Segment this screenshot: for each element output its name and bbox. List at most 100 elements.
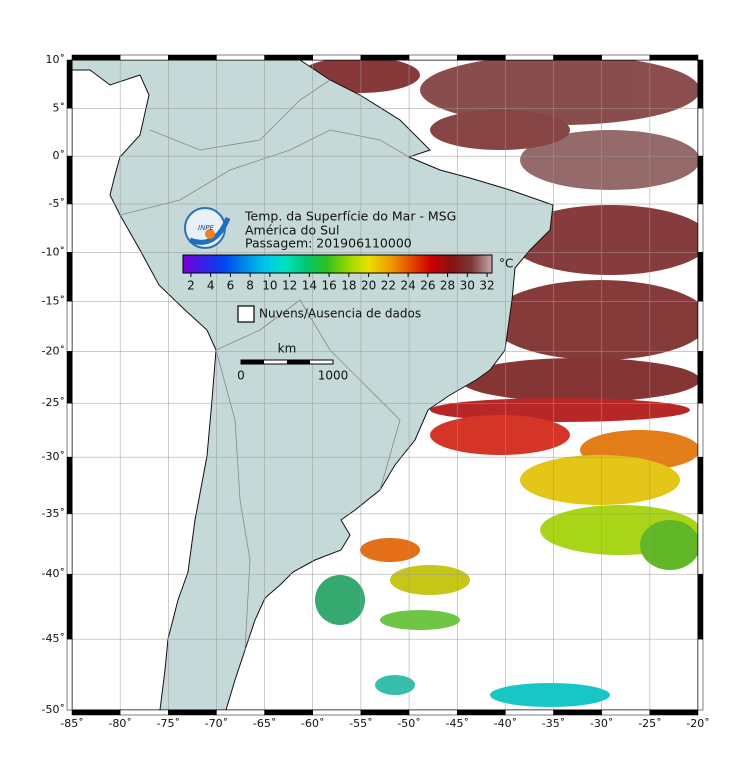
map-area — [72, 60, 698, 710]
frame-segment — [216, 54, 265, 61]
colorbar-tick-label: 4 — [207, 279, 215, 293]
pass-time: Passagem: 201906110000 — [245, 236, 412, 251]
frame-segment — [264, 54, 314, 61]
lat-tick-label: -25˚ — [42, 396, 65, 409]
lon-tick-label: -70˚ — [205, 717, 228, 730]
lon-tick-label: -85˚ — [60, 717, 83, 730]
colorbar-tick-label: 16 — [321, 279, 336, 293]
frame-segment — [649, 54, 699, 61]
frame-segment — [66, 301, 73, 352]
frame-segment — [66, 513, 73, 575]
lon-tick-label: -25˚ — [638, 717, 661, 730]
frame-segment — [66, 252, 73, 302]
frame-segment — [697, 402, 704, 458]
logo-text: INPE — [198, 224, 215, 232]
lat-tick-label: -30˚ — [42, 450, 65, 463]
lat-tick-label: 5˚ — [53, 101, 66, 114]
lat-tick-label: -10˚ — [42, 245, 65, 258]
frame-segment — [264, 709, 314, 716]
frame-segment — [456, 709, 506, 716]
colorbar-tick-label: 2 — [187, 279, 195, 293]
lon-tick-label: -55˚ — [349, 717, 372, 730]
colorbar-tick-label: 22 — [381, 279, 396, 293]
frame-segment — [697, 573, 704, 640]
frame-segment — [697, 351, 704, 404]
legend-swatch — [237, 305, 255, 323]
colorbar-tick-label: 14 — [302, 279, 317, 293]
tick-labels: -85˚ -80˚ -75˚ -70˚ -65˚ -60˚ -55˚ -50˚ -45˚ -40˚… — [42, 53, 710, 730]
lat-tick-label: -20˚ — [42, 344, 65, 357]
sst-patches — [300, 60, 698, 707]
lon-tick-label: -45˚ — [445, 717, 468, 730]
frame-segment — [360, 709, 410, 716]
colorbar-tick-label: 8 — [246, 279, 254, 293]
scale-bar — [240, 359, 334, 365]
frame-segment — [697, 456, 704, 515]
colorbar-tick-label: 12 — [282, 279, 297, 293]
frame-segment — [312, 54, 362, 61]
frame-segment — [456, 54, 506, 61]
lat-tick-label: -15˚ — [42, 294, 65, 307]
frame-segment — [505, 709, 554, 716]
lat-tick-label: -40˚ — [42, 567, 65, 580]
lat-tick-label: 0˚ — [53, 149, 66, 162]
frame-segment — [697, 155, 704, 205]
frame-segment — [697, 59, 704, 109]
frame-segment — [71, 709, 121, 716]
colorbar-tick-label: 18 — [341, 279, 356, 293]
frame-segment — [697, 301, 704, 352]
lat-tick-label: -35˚ — [42, 507, 65, 520]
colorbar-tick-label: 30 — [460, 279, 475, 293]
frame-segment — [601, 709, 651, 716]
frame-segment — [66, 155, 73, 205]
frame-segment — [360, 54, 410, 61]
frame-segment — [697, 108, 704, 157]
frame-segment — [66, 108, 73, 157]
frame-segment — [408, 709, 458, 716]
lon-tick-label: -35˚ — [542, 717, 565, 730]
title: Temp. da Superfície do Mar - MSG — [244, 209, 456, 224]
colorbar-tick-label: 24 — [400, 279, 415, 293]
colorbar-tick-label: 20 — [361, 279, 376, 293]
frame-segment — [697, 252, 704, 302]
frame-segment — [168, 709, 217, 716]
colorbar-tick-label: 32 — [479, 279, 494, 293]
colorbar-tick-label: 6 — [227, 279, 235, 293]
colorbar-tick-label: 10 — [262, 279, 277, 293]
frame-segment — [601, 54, 651, 61]
frame-segment — [216, 709, 265, 716]
frame-segment — [71, 54, 121, 61]
frame-segment — [66, 573, 73, 640]
frame-segment — [119, 54, 169, 61]
lat-tick-label: -50˚ — [42, 703, 65, 716]
legend-label: Nuvens/Ausencia de dados — [259, 307, 421, 321]
lon-tick-label: -60˚ — [301, 717, 324, 730]
frame-segment — [697, 513, 704, 575]
scale-end: 1000 — [318, 369, 349, 383]
lon-tick-label: -65˚ — [253, 717, 276, 730]
frame-segment — [408, 54, 458, 61]
frame-segment — [66, 351, 73, 404]
lon-tick-label: -50˚ — [397, 717, 420, 730]
lon-tick-label: -80˚ — [108, 717, 131, 730]
frame-segment — [553, 709, 602, 716]
lat-tick-label: -5˚ — [49, 197, 65, 210]
frame-segment — [505, 54, 554, 61]
frame-segment — [697, 638, 704, 711]
colorbar-ticks: 2 4 6 8 10 12 14 16 18 20 22 24 26 28 30 32 — [187, 273, 495, 293]
frame-segment — [312, 709, 362, 716]
frame-segment — [119, 709, 169, 716]
frame-border — [66, 54, 704, 716]
lon-tick-label: -40˚ — [494, 717, 517, 730]
frame-segment — [66, 402, 73, 458]
frame-segment — [649, 709, 699, 716]
colorbar-unit: °C — [499, 257, 513, 271]
frame-segment — [66, 456, 73, 515]
lat-tick-label: -45˚ — [42, 632, 65, 645]
scale-start: 0 — [237, 369, 245, 383]
colorbar-tick-label: 26 — [420, 279, 435, 293]
lon-tick-label: -20˚ — [686, 717, 709, 730]
region: América do Sul — [245, 223, 339, 238]
colorbar-tick-label: 28 — [440, 279, 455, 293]
